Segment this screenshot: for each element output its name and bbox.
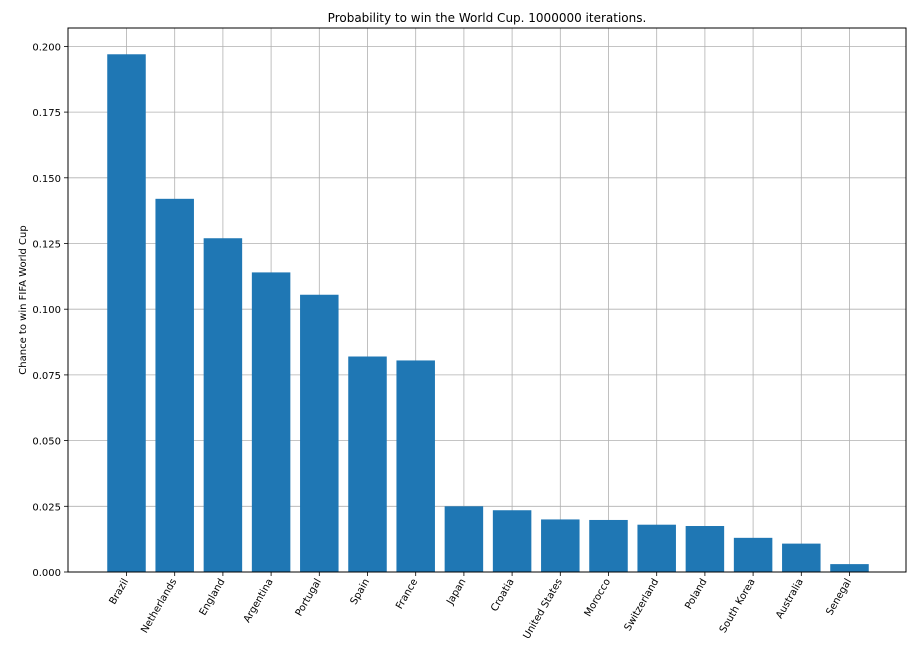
y-tick-label: 0.150 bbox=[32, 174, 61, 185]
y-tick-label: 0.125 bbox=[32, 239, 61, 250]
x-axis: Brazil Netherlands England Argentina Portuga… bbox=[108, 572, 854, 641]
x-tick-label: Switzerland bbox=[623, 577, 662, 633]
bar-morocco bbox=[589, 519, 628, 572]
chart-title: Probability to win the World Cup. 100000… bbox=[328, 11, 647, 25]
y-tick-label: 0.025 bbox=[32, 502, 61, 513]
x-tick-label: Portugal bbox=[294, 577, 324, 618]
x-tick-label: Brazil bbox=[108, 577, 131, 607]
x-tick-label: Japan bbox=[445, 577, 469, 608]
y-tick-label: 0.200 bbox=[32, 42, 61, 53]
x-tick-label: South Korea bbox=[718, 577, 758, 635]
x-tick-label: Netherlands bbox=[139, 577, 179, 635]
x-tick-label: Spain bbox=[349, 577, 373, 607]
y-tick-label: 0.075 bbox=[32, 371, 61, 382]
bar-united-states bbox=[541, 519, 580, 572]
bar-brazil bbox=[107, 54, 146, 572]
x-tick-label: England bbox=[198, 577, 228, 618]
bar-netherlands bbox=[155, 198, 194, 572]
bar-france bbox=[396, 360, 435, 572]
x-tick-label: Croatia bbox=[489, 577, 517, 614]
grid-lines bbox=[68, 28, 906, 573]
bars bbox=[107, 54, 869, 572]
x-tick-label: Australia bbox=[774, 577, 806, 621]
bar-spain bbox=[348, 356, 387, 572]
x-tick-label: Morocco bbox=[583, 577, 613, 619]
bar-poland bbox=[685, 526, 725, 572]
bar-argentina bbox=[251, 272, 291, 572]
plot-frame bbox=[67, 27, 907, 573]
bar-switzerland bbox=[637, 524, 676, 572]
y-tick-label: 0.050 bbox=[32, 437, 61, 448]
bar-senegal bbox=[830, 564, 869, 572]
bar-australia bbox=[782, 543, 821, 572]
y-axis-label: Chance to win FIFA World Cup bbox=[18, 225, 29, 374]
bar-croatia bbox=[492, 510, 532, 572]
y-tick-label: 0.175 bbox=[32, 108, 61, 119]
x-tick-label: Poland bbox=[683, 577, 709, 611]
bar-portugal bbox=[300, 294, 339, 572]
x-tick-label: France bbox=[394, 577, 420, 611]
x-tick-label: United States bbox=[522, 577, 565, 641]
bar-england bbox=[203, 238, 243, 572]
bar-south-korea bbox=[733, 537, 773, 572]
x-tick-label: Senegal bbox=[824, 577, 854, 617]
x-tick-label: Argentina bbox=[242, 577, 276, 625]
bar-japan bbox=[444, 506, 484, 572]
y-axis: 0.000 0.025 0.050 0.075 0.100 0.125 0.150 0.175… bbox=[32, 42, 68, 579]
y-tick-label: 0.100 bbox=[32, 305, 61, 316]
y-tick-label: 0.000 bbox=[32, 568, 61, 579]
